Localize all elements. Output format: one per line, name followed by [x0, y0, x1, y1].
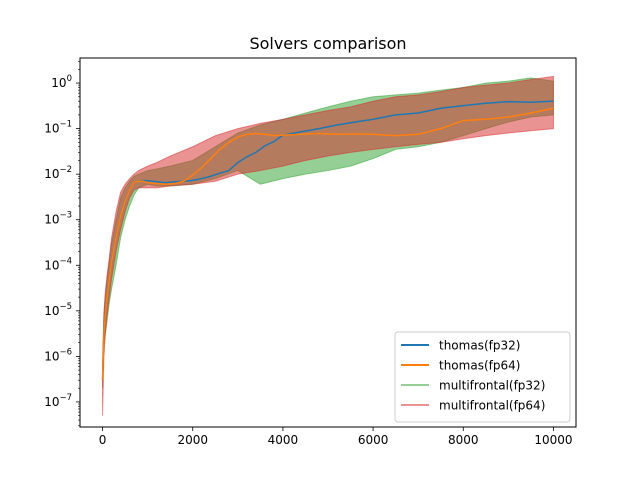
y-tick-label: 10−3: [44, 211, 72, 227]
legend-label: thomas(fp64): [439, 359, 520, 373]
x-tick-label: 10000: [534, 433, 572, 447]
y-tick-exponent: −5: [59, 302, 72, 312]
legend-label: multifrontal(fp32): [439, 379, 545, 393]
legend: thomas(fp32) thomas(fp64) multifrontal(fp3…: [394, 331, 571, 423]
y-tick-base: 10: [44, 304, 59, 318]
legend-label: thomas(fp32): [439, 339, 520, 353]
y-tick-label: 100: [51, 74, 72, 90]
x-tick-label: 2000: [177, 433, 208, 447]
y-tick-base: 10: [44, 167, 59, 181]
legend-box: [394, 331, 571, 423]
x-tick-label: 8000: [448, 433, 479, 447]
x-tick-label: 4000: [268, 433, 299, 447]
y-tick-label: 10−7: [44, 393, 72, 409]
legend-label: multifrontal(fp64): [439, 399, 545, 413]
y-tick-base: 10: [44, 349, 59, 363]
y-tick-label: 10−4: [44, 256, 72, 272]
x-tick-label: 0: [99, 433, 107, 447]
y-tick-base: 10: [44, 122, 59, 136]
plot-area: [79, 57, 577, 428]
y-tick-exponent: −3: [59, 211, 72, 221]
y-tick-base: 10: [44, 213, 59, 227]
y-tick-base: 10: [44, 395, 59, 409]
series-line-1: [101, 107, 554, 381]
y-tick-label: 10−6: [44, 347, 72, 363]
y-tick-exponent: −7: [59, 393, 72, 403]
y-tick-base: 10: [51, 76, 66, 90]
series-band-3: [102, 75, 554, 416]
series-layer: [101, 75, 554, 416]
x-axis: 0 2000 4000 6000 8000 10000: [99, 427, 573, 447]
y-tick-label: 10−5: [44, 302, 72, 318]
x-tick-label: 6000: [358, 433, 389, 447]
y-tick-exponent: −1: [59, 120, 72, 130]
y-tick-exponent: 0: [67, 74, 72, 84]
plot-frame: [79, 57, 577, 428]
y-tick-exponent: −2: [59, 165, 72, 175]
y-tick-exponent: −6: [59, 347, 72, 357]
chart-title: Solvers comparison: [249, 34, 406, 53]
y-tick-label: 10−1: [44, 120, 72, 136]
y-tick-label: 10−2: [44, 165, 72, 181]
y-tick-exponent: −4: [59, 256, 72, 266]
y-tick-base: 10: [44, 258, 59, 272]
